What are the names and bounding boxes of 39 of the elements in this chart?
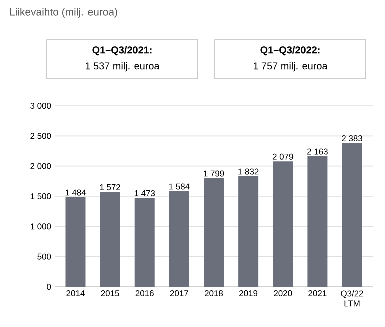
y-tick-label: 500 xyxy=(38,254,52,260)
x-tick-label: 2015 xyxy=(101,290,120,297)
bar xyxy=(273,162,294,287)
data-label: 1 799 xyxy=(204,170,224,177)
y-tick-label: 1 000 xyxy=(30,224,52,230)
x-tick-label: 2014 xyxy=(66,290,85,297)
chart-title: Liikevaihto (milj. euroa) xyxy=(10,8,118,18)
bar xyxy=(66,197,86,287)
bar xyxy=(238,176,259,287)
y-tick-label: 2 500 xyxy=(30,133,52,140)
y-tick-label: 2 000 xyxy=(30,163,52,170)
bar xyxy=(134,198,155,287)
data-label: 2 163 xyxy=(308,148,328,155)
bar xyxy=(100,192,120,287)
text: 1 537 milj. euroa xyxy=(86,62,160,72)
y-tick-label: 3 000 xyxy=(30,103,52,109)
data-label: 2 383 xyxy=(342,136,362,142)
data-label: 1 572 xyxy=(100,184,120,190)
y-tick-label: 1 500 xyxy=(30,194,52,200)
x-tick-label: 2021 xyxy=(308,290,327,297)
x-tick-label: Q3/22 LTM xyxy=(341,290,364,307)
text: Q1–Q3/2021: xyxy=(92,46,152,56)
data-label: 1 584 xyxy=(169,184,190,190)
text: 1 757 milj. euroa xyxy=(254,62,328,72)
data-label: 1 484 xyxy=(66,190,86,196)
x-tick-label: 2018 xyxy=(205,290,224,297)
data-label: 1 832 xyxy=(238,168,259,175)
bar xyxy=(204,178,224,287)
text: Q1–Q3/2022: xyxy=(260,46,320,56)
x-tick-label: 2019 xyxy=(240,290,258,297)
y-tick-label: 0 xyxy=(47,284,52,290)
x-tick-label: 2020 xyxy=(274,290,292,297)
data-label: 2 079 xyxy=(272,154,294,160)
bar xyxy=(308,156,328,287)
bar xyxy=(342,143,362,287)
bar xyxy=(169,191,190,287)
data-label: 1 473 xyxy=(134,190,156,196)
x-tick-label: 2016 xyxy=(136,290,154,297)
x-tick-label: 2017 xyxy=(170,290,188,297)
